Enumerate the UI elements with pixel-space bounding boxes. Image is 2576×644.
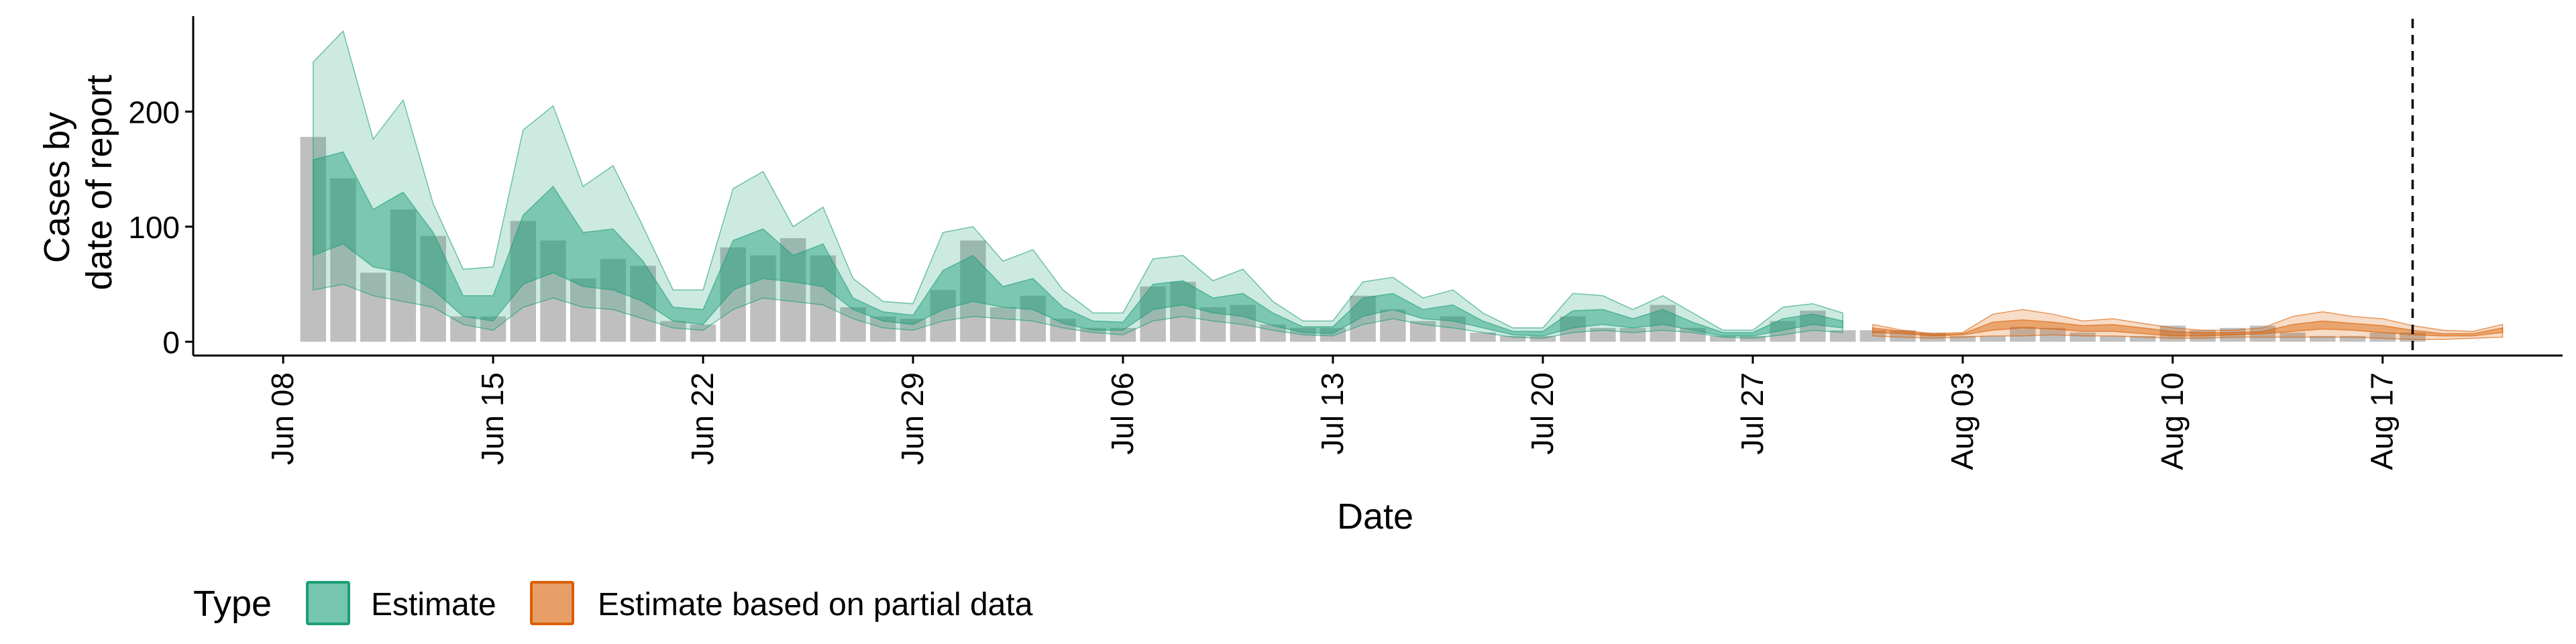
reported-cases-bar — [630, 266, 656, 342]
legend: Type Estimate Estimate based on partial … — [193, 581, 1033, 625]
x-tick-label: Aug 17 — [2365, 372, 2400, 470]
reported-cases-bar — [540, 240, 566, 342]
reported-cases-bar — [989, 307, 1016, 342]
reported-cases-bar — [1739, 335, 1766, 342]
reported-cases-bar — [930, 290, 956, 342]
y-tick-label: 100 — [128, 210, 180, 245]
x-tick-label: Jun 22 — [685, 372, 720, 465]
x-tick-label: Jun 15 — [475, 372, 510, 465]
legend-key-partial-data — [530, 581, 574, 625]
reported-cases-bar — [690, 324, 716, 342]
reported-cases-bar — [1980, 335, 2006, 342]
legend-label-estimate: Estimate — [371, 587, 496, 623]
reported-cases-bar — [660, 321, 686, 342]
reported-cases-bar — [2129, 335, 2156, 342]
legend-key-estimate — [306, 581, 350, 625]
reported-cases-bar — [810, 255, 837, 342]
estimate-ribbons — [313, 30, 2504, 340]
x-tick-label: Jun 08 — [265, 372, 300, 465]
reported-cases-bar — [600, 258, 627, 342]
reported-cases-bar — [2100, 335, 2126, 342]
y-axis-title-line-2: date of report — [79, 74, 119, 290]
reported-cases-bar — [1350, 295, 1376, 342]
x-tick-label: Aug 03 — [1945, 372, 1980, 470]
reported-cases-bar — [2339, 335, 2366, 342]
reported-cases-bar — [960, 240, 986, 342]
y-tick-label: 0 — [162, 325, 180, 360]
reported-cases-bar — [1529, 335, 1556, 342]
x-tick-label: Jul 13 — [1315, 372, 1350, 455]
reported-cases-bar — [360, 272, 386, 342]
partial-estimate-90-band — [1872, 309, 2504, 340]
reported-cases-bar — [570, 278, 596, 342]
x-axis-title: Date — [1337, 496, 1413, 537]
reported-cases-bars — [300, 137, 2426, 342]
axes: 0 100 200 Jun 08 Jun 15 Jun 22 Jun 29 Jul 06 Jul… — [128, 16, 2563, 470]
estimate-50-band — [313, 151, 1843, 337]
x-tick-label: Jul 06 — [1105, 372, 1140, 455]
reported-cases-bar — [1499, 335, 1526, 342]
reported-cases-bar — [1590, 327, 1616, 342]
reported-cases-bar — [2310, 335, 2336, 342]
estimate-90-band — [313, 30, 1843, 339]
reported-cases-bar — [330, 178, 356, 342]
reported-cases-bar — [1170, 282, 1196, 342]
reported-cases-bar — [1320, 327, 1346, 342]
reported-cases-bar — [1709, 335, 1736, 342]
legend-label-partial-data: Estimate based on partial data — [598, 587, 1033, 623]
legend-title: Type — [193, 584, 272, 624]
y-axis-title: Cases by date of report — [37, 74, 119, 290]
x-tick-label: Aug 10 — [2155, 372, 2190, 470]
partial-estimate-50-band — [1872, 319, 2504, 337]
reported-cases-bar — [2369, 332, 2396, 342]
reported-cases-bar — [420, 235, 446, 342]
reported-cases-bar — [1470, 332, 1496, 342]
y-tick-label: 200 — [128, 95, 180, 129]
x-tick-label: Jun 29 — [895, 372, 930, 465]
reported-cases-bar — [1650, 305, 1676, 342]
reported-cases-bar — [1619, 327, 1646, 342]
x-tick-label: Jul 27 — [1735, 372, 1770, 455]
reported-cases-bar — [1949, 335, 1976, 342]
x-tick-label: Jul 20 — [1525, 372, 1560, 455]
reported-cases-bar — [720, 247, 746, 342]
reported-cases-bar — [450, 316, 476, 342]
reported-cases-bar — [1050, 319, 1076, 342]
reported-cases-bar — [390, 209, 417, 342]
y-axis-title-line-1: Cases by — [37, 112, 77, 263]
reported-cases-bar — [1380, 309, 1406, 342]
reported-cases-bar — [1829, 330, 1856, 342]
reported-cases-bar — [1020, 295, 1046, 342]
reported-cases-bar — [1560, 316, 1586, 342]
reported-cases-bar — [2070, 332, 2096, 342]
reported-cases-bar — [2010, 327, 2036, 342]
